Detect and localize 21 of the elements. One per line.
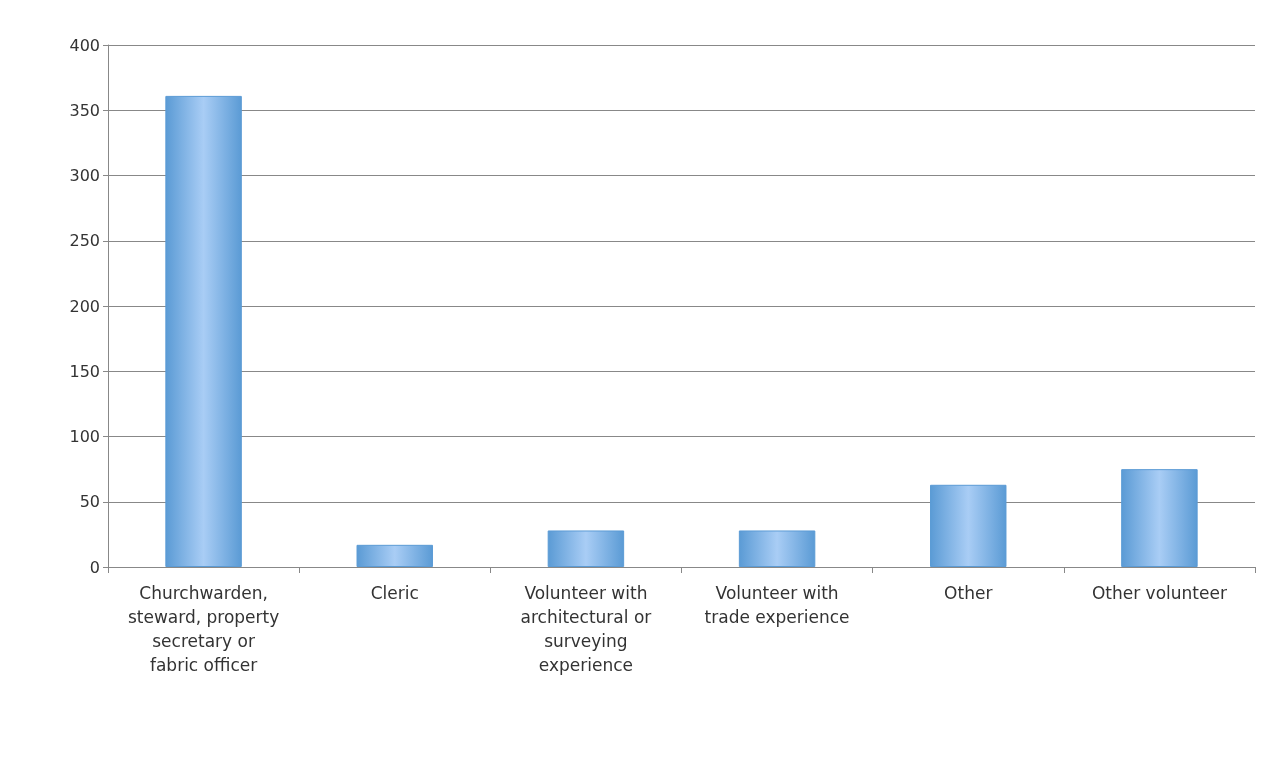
y-tick-label: 100 xyxy=(69,427,100,446)
bar xyxy=(356,544,433,567)
y-tick-label: 350 xyxy=(69,100,100,120)
x-tick-label: Volunteer with architectural or surveying experience xyxy=(520,583,652,675)
x-tick-label: Cleric xyxy=(370,583,419,603)
y-tick-label: 50 xyxy=(79,492,100,512)
y-tick-label: 400 xyxy=(69,35,100,55)
y-tick-label: 250 xyxy=(69,231,100,251)
x-tick-label: Churchwarden, steward, property secretary or fabric officer xyxy=(127,583,280,675)
bar xyxy=(547,530,625,567)
y-tick-label: 300 xyxy=(69,166,100,185)
y-tick-label: 0 xyxy=(89,557,100,577)
bar xyxy=(1121,469,1198,567)
x-tick-label: Volunteer with trade experience xyxy=(704,583,850,627)
bar xyxy=(738,530,816,567)
x-tick-label: Other xyxy=(944,583,993,603)
y-tick-label: 200 xyxy=(69,296,100,316)
x-tick-label: Other volunteer xyxy=(1091,583,1227,603)
bar xyxy=(930,484,1007,567)
bar xyxy=(165,95,242,567)
y-tick-label: 150 xyxy=(69,361,100,381)
